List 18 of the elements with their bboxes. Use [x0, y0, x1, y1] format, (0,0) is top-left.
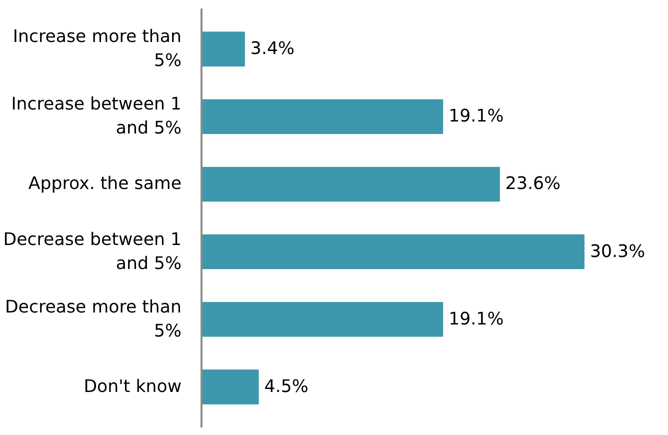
bar [202, 166, 500, 202]
y-tick-label: Increase between 1 and 5% [11, 94, 182, 139]
y-tick-label: Decrease between 1 and 5% [3, 230, 182, 274]
data-label: 30.3% [590, 242, 646, 262]
data-label: 3.4% [250, 39, 294, 60]
bar [202, 302, 444, 337]
data-label: 4.5% [264, 376, 308, 397]
data-label: 19.1% [448, 106, 504, 127]
data-label: 23.6% [505, 174, 560, 194]
bar [202, 32, 245, 66]
bar [202, 99, 444, 134]
y-tick-label: Decrease more than 5% [4, 297, 182, 342]
y-tick-label: Increase more than 5% [12, 27, 182, 72]
bar [202, 370, 259, 404]
data-label: 19.1% [448, 309, 504, 330]
bar [202, 234, 584, 270]
y-tick-label: Don't know [84, 376, 182, 397]
y-tick-label: Approx. the same [28, 174, 182, 194]
